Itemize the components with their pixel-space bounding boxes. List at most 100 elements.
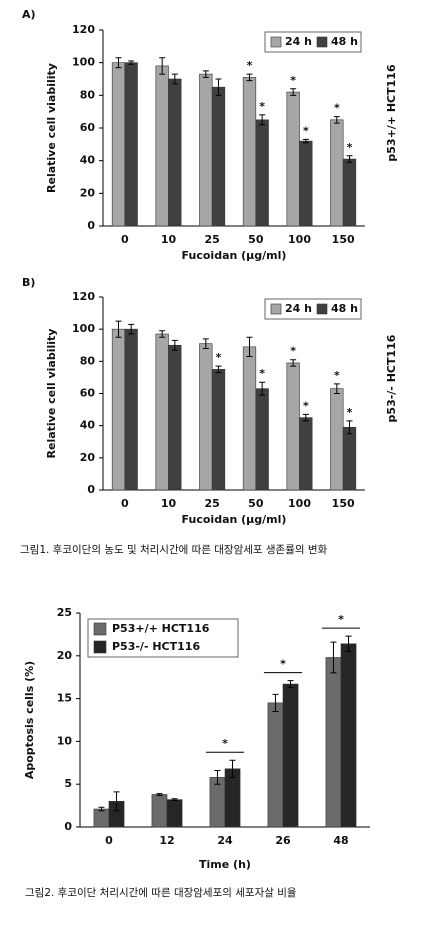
error-bar — [113, 791, 120, 812]
error-bar — [171, 73, 178, 85]
error-bar — [229, 759, 236, 778]
bar — [155, 333, 169, 491]
bar — [93, 808, 110, 828]
bar — [209, 777, 226, 828]
y-axis-label: Apoptosis cells (%) — [23, 661, 36, 779]
bar — [211, 86, 226, 227]
y-tick-label: 60 — [80, 387, 96, 400]
bar — [111, 62, 126, 227]
y-tick-label: 0 — [87, 219, 95, 232]
error-bar — [246, 336, 253, 358]
significance-mark: * — [290, 74, 296, 87]
y-tick-label: 60 — [80, 121, 96, 134]
significance-mark: * — [247, 59, 253, 72]
significance-mark: * — [216, 351, 222, 364]
y-tick-label: 25 — [57, 606, 72, 619]
error-bar — [290, 359, 297, 367]
error-bar — [259, 381, 266, 396]
error-bar — [156, 793, 163, 796]
legend-box — [264, 298, 362, 320]
x-axis-label: Time (h) — [199, 858, 251, 871]
error-bar — [214, 770, 221, 785]
y-tick-label: 100 — [72, 56, 95, 69]
x-tick-label: 24 — [217, 834, 233, 847]
error-bar — [330, 641, 337, 674]
y-tick-label: 40 — [80, 419, 96, 432]
error-bar — [159, 330, 166, 338]
y-tick-label: 100 — [72, 322, 95, 335]
significance-mark: * — [338, 613, 344, 626]
x-tick-label: 150 — [332, 497, 355, 510]
legend-label: 24 h — [285, 35, 312, 48]
x-tick-label: 0 — [121, 497, 129, 510]
significance-mark: * — [303, 124, 309, 137]
legend-label: 24 h — [285, 302, 312, 315]
significance-mark: * — [347, 406, 353, 419]
significance-mark: * — [280, 658, 286, 671]
legend-label: 48 h — [331, 35, 358, 48]
x-tick-label: 25 — [205, 233, 220, 246]
bar — [282, 683, 299, 828]
x-tick-label: 150 — [332, 233, 355, 246]
bar — [211, 369, 226, 491]
bar — [342, 158, 357, 227]
error-bar — [272, 693, 279, 712]
error-bar — [333, 116, 340, 124]
bar — [168, 78, 182, 227]
side-label: p53+/+ HCT116 — [385, 64, 398, 162]
y-tick-label: 120 — [72, 23, 95, 36]
significance-mark: * — [303, 399, 309, 412]
significance-mark: * — [347, 141, 353, 154]
error-bar — [202, 70, 209, 78]
y-tick-label: 40 — [80, 154, 96, 167]
significance-mark: * — [334, 369, 340, 382]
bar — [267, 702, 284, 828]
error-bar — [128, 60, 135, 65]
y-tick-label: 80 — [80, 354, 96, 367]
x-tick-label: 12 — [159, 834, 174, 847]
significance-mark: * — [259, 100, 265, 113]
error-bar — [259, 114, 266, 126]
x-tick-label: 0 — [105, 834, 113, 847]
bar — [199, 343, 213, 491]
significance-mark: * — [259, 367, 265, 380]
legend-swatch — [93, 622, 107, 636]
error-bar — [98, 806, 105, 812]
error-bar — [115, 320, 122, 338]
legend-box — [87, 618, 239, 658]
error-bar — [246, 73, 253, 82]
bar — [340, 643, 357, 828]
bar — [299, 140, 313, 227]
legend-label: P53+/+ HCT116 — [112, 622, 210, 635]
bar — [242, 346, 257, 491]
legend-swatch — [270, 36, 282, 48]
y-tick-label: 0 — [64, 820, 72, 833]
error-bar — [290, 88, 297, 96]
error-bar — [159, 57, 166, 75]
bar — [151, 794, 168, 828]
error-bar — [302, 413, 309, 422]
x-tick-label: 48 — [333, 834, 348, 847]
legend-label: P53-/- HCT116 — [112, 640, 200, 653]
error-bar — [215, 365, 222, 374]
y-tick-label: 15 — [57, 692, 72, 705]
side-label: p53-/- HCT116 — [385, 334, 398, 422]
error-bar — [302, 138, 309, 144]
significance-mark: * — [290, 345, 296, 358]
legend-swatch — [93, 640, 107, 654]
y-axis-label: Relative cell viability — [45, 63, 58, 193]
bar — [286, 91, 300, 227]
error-bar — [115, 57, 122, 69]
bar — [255, 388, 269, 491]
panel-label: B) — [22, 276, 35, 289]
x-axis-label: Fucoidan (μg/ml) — [182, 249, 287, 262]
x-tick-label: 10 — [161, 497, 177, 510]
legend-swatch — [270, 303, 282, 315]
caption: 그림1. 후코이단의 농도 및 처리시간에 따른 대장암세포 생존률의 변화 — [20, 544, 328, 556]
x-tick-label: 100 — [288, 497, 311, 510]
bar — [286, 362, 300, 491]
error-bar — [171, 339, 178, 351]
error-bar — [345, 635, 352, 653]
legend-label: 48 h — [331, 302, 358, 315]
